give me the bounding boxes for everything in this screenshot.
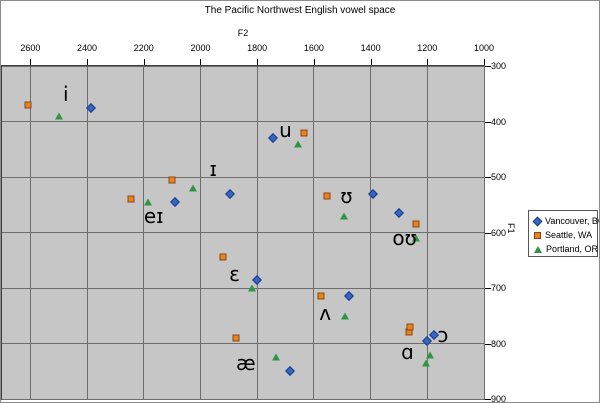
x-axis-title: F2	[237, 28, 249, 38]
x-tick-label: 1000	[473, 43, 495, 53]
data-point-marker	[421, 359, 430, 367]
vowel-label: oʊ	[392, 226, 417, 251]
data-point-marker	[412, 220, 420, 228]
y-gridline	[2, 121, 484, 122]
legend-item-portland: Portland, OR	[534, 242, 599, 256]
vowel-label: ɛ	[229, 262, 240, 287]
x-tick-label: 1200	[417, 43, 438, 53]
y-tick-mark	[485, 66, 491, 67]
y-tick-label: 300	[491, 61, 507, 71]
vowel-label: æ	[236, 350, 256, 375]
data-point-marker	[232, 334, 240, 342]
data-point-marker	[54, 112, 63, 120]
y-gridline	[2, 176, 484, 178]
x-tick-label: 1400	[360, 43, 381, 53]
y-gridline	[2, 65, 484, 67]
data-point-marker	[168, 176, 176, 184]
data-point-marker	[344, 291, 355, 302]
y-tick-label: 900	[491, 394, 507, 403]
vowel-label: ɑ	[401, 339, 414, 364]
data-point-marker	[247, 284, 256, 292]
data-point-marker	[24, 101, 32, 109]
data-point-marker	[323, 192, 331, 200]
y-tick-mark	[485, 343, 491, 345]
y-axis-title: F1	[506, 223, 516, 234]
y-tick-label: 700	[491, 283, 507, 293]
x-tick-mark	[370, 59, 372, 65]
legend: Vancouver, BC Seattle, WA Portland, OR	[528, 210, 600, 257]
data-point-marker	[267, 133, 278, 144]
x-tick-label: 2200	[133, 43, 154, 53]
data-point-marker	[300, 129, 308, 137]
legend-label: Vancouver, BC	[545, 216, 600, 226]
data-point-marker	[225, 188, 236, 199]
square-icon	[534, 231, 541, 239]
data-point-marker	[169, 197, 180, 207]
data-point-marker	[252, 274, 263, 285]
x-tick-mark	[257, 59, 259, 65]
vowel-label: eɪ	[143, 203, 164, 228]
data-point-marker	[339, 212, 348, 220]
vowel-label: u	[279, 117, 292, 142]
chart-title: The Pacific Northwest English vowel spac…	[204, 5, 396, 16]
data-point-marker	[341, 312, 350, 320]
vowel-label: ɔ	[437, 323, 449, 348]
data-point-marker	[284, 366, 295, 377]
legend-label: Portland, OR	[546, 244, 599, 254]
legend-item-vancouver: Vancouver, BC	[532, 214, 600, 228]
y-tick-mark	[485, 232, 491, 234]
diamond-icon	[532, 216, 543, 226]
y-tick-mark	[485, 399, 491, 400]
x-tick-mark	[143, 59, 145, 65]
x-tick-mark	[87, 59, 89, 65]
y-gridline	[2, 232, 484, 233]
data-point-marker	[127, 195, 135, 203]
y-tick-label: 400	[491, 116, 507, 127]
y-gridline	[2, 287, 484, 289]
data-point-marker	[294, 140, 303, 148]
data-point-marker	[144, 198, 153, 206]
y-tick-label: 500	[491, 172, 507, 182]
y-gridline	[2, 398, 484, 400]
y-tick-mark	[485, 177, 491, 178]
data-point-marker	[411, 234, 420, 242]
y-tick-label: 800	[491, 338, 507, 349]
legend-label: Seattle, WA	[545, 230, 593, 240]
y-tick-label: 600	[491, 227, 507, 238]
y-tick-mark	[485, 288, 491, 289]
y-gridline	[2, 343, 484, 344]
x-tick-mark	[484, 59, 485, 65]
y-tick-mark	[485, 121, 491, 123]
x-tick-label: 1800	[247, 43, 268, 53]
x-gridline	[483, 66, 485, 399]
x-tick-mark	[200, 59, 202, 65]
data-point-marker	[426, 351, 435, 359]
vowel-label: ʌ	[319, 300, 332, 325]
x-tick-mark	[313, 59, 315, 65]
plot-area: i eɪ ɪ u ʊ oʊ ɛ ʌ æ ɑ ɔ	[1, 65, 485, 400]
data-point-marker	[406, 323, 414, 331]
vowel-label: ʊ	[340, 184, 353, 209]
triangle-icon	[534, 245, 542, 253]
data-point-marker	[86, 102, 97, 113]
legend-item-seattle: Seattle, WA	[534, 228, 597, 242]
data-point-marker	[271, 353, 280, 361]
x-tick-label: 2000	[190, 43, 211, 53]
x-tick-label: 1600	[303, 43, 324, 53]
data-point-marker	[393, 208, 404, 219]
x-tick-mark	[427, 59, 429, 65]
x-tick-label: 2400	[77, 43, 98, 53]
x-tick-label: 2600	[20, 43, 41, 53]
data-point-marker	[189, 184, 198, 192]
data-point-marker	[317, 292, 325, 300]
x-tick-mark	[30, 59, 32, 65]
vowel-label: ɪ	[209, 156, 217, 181]
data-point-marker	[219, 253, 227, 261]
vowel-label: i	[63, 81, 69, 106]
